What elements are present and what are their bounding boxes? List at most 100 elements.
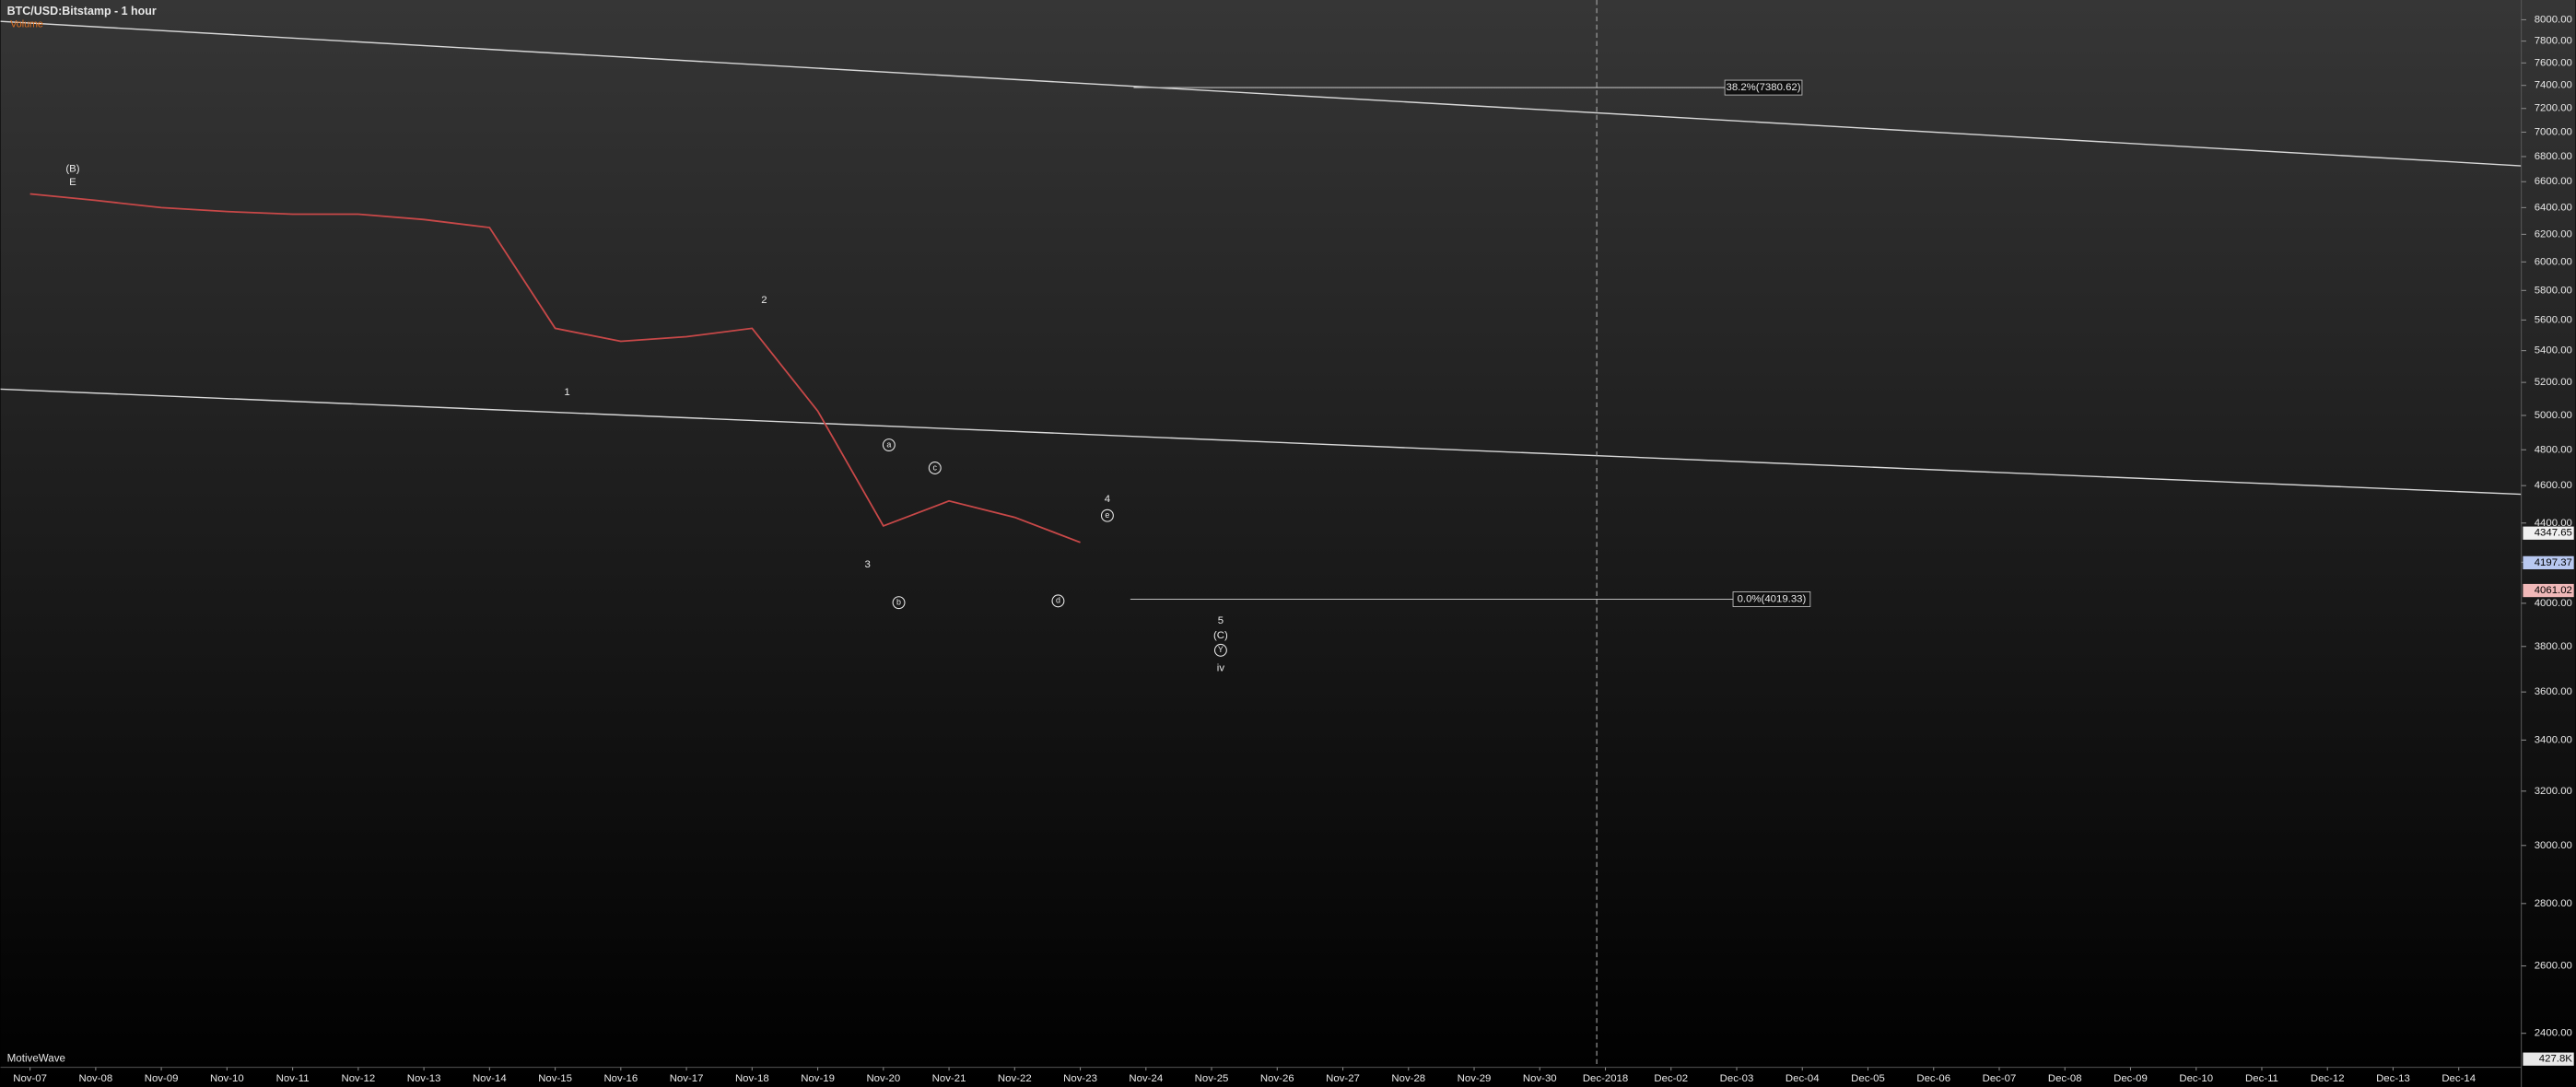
x-tick-label: Nov-24: [1129, 1073, 1163, 1084]
x-tick-label: Nov-19: [801, 1073, 835, 1084]
volume-tag-label: 427.8K: [2539, 1054, 2573, 1065]
x-tick-label: Nov-20: [866, 1073, 900, 1084]
wave-label: 5: [1218, 615, 1224, 626]
x-tick-label: Dec-10: [2179, 1073, 2213, 1084]
x-tick-label: Dec-2018: [1583, 1073, 1628, 1084]
wave-label: iv: [1217, 662, 1225, 673]
wave-label: 4: [1105, 494, 1110, 505]
y-tick-label: 6800.00: [2535, 151, 2572, 162]
x-tick-label: Nov-09: [145, 1073, 179, 1084]
wave-label-circle: [892, 596, 906, 610]
price-tag: [2523, 526, 2574, 540]
wave-label: d: [1056, 596, 1060, 605]
y-tick-label: 7400.00: [2535, 80, 2572, 91]
x-tick-label: Nov-10: [210, 1073, 244, 1084]
x-tick-label: Nov-17: [670, 1073, 704, 1084]
wave-label: e: [1105, 510, 1109, 520]
wave-label: (C): [1213, 630, 1228, 641]
x-tick-label: Nov-30: [1523, 1073, 1557, 1084]
fib-label-box: [1732, 591, 1811, 607]
y-tick-label: 5200.00: [2535, 377, 2572, 388]
fib-label: 38.2%(7380.62): [1726, 82, 1800, 93]
y-tick-label: 5400.00: [2535, 345, 2572, 356]
wave-label: b: [896, 598, 901, 607]
x-tick-label: Nov-28: [1391, 1073, 1425, 1084]
y-tick-label: 2800.00: [2535, 898, 2572, 909]
wave-label: 1: [564, 387, 569, 398]
wave-label-circle: [882, 438, 896, 452]
wave-label: a: [886, 439, 891, 449]
y-tick-label: 7800.00: [2535, 36, 2572, 47]
wave-label-circle: [1213, 643, 1227, 657]
price-line: [29, 193, 1081, 544]
wave-label: Y: [1218, 645, 1224, 654]
wave-label: (B): [65, 164, 79, 175]
y-tick-label: 6000.00: [2535, 256, 2572, 267]
y-tick-label: 3200.00: [2535, 786, 2572, 797]
price-tag: [2523, 583, 2574, 598]
y-tick-label: 4800.00: [2535, 444, 2572, 455]
y-tick-label: 5800.00: [2535, 285, 2572, 296]
x-tick-label: Nov-12: [341, 1073, 375, 1084]
y-tick-label: 3800.00: [2535, 641, 2572, 652]
y-tick-label: 3400.00: [2535, 734, 2572, 745]
y-tick-label: 3000.00: [2535, 840, 2572, 851]
fib-label-box: [1724, 79, 1803, 96]
price-tag-label: 4061.02: [2535, 585, 2572, 596]
x-tick-label: Nov-08: [79, 1073, 113, 1084]
x-tick-label: Nov-16: [603, 1073, 638, 1084]
y-tick-label: 6600.00: [2535, 176, 2572, 187]
wave-label-circle: [1051, 594, 1065, 608]
x-tick-label: Nov-13: [407, 1073, 441, 1084]
x-tick-label: Dec-07: [1983, 1073, 2017, 1084]
x-tick-label: Dec-03: [1720, 1073, 1754, 1084]
x-tick-label: Dec-12: [2311, 1073, 2345, 1084]
x-tick-label: Dec-05: [1851, 1073, 1885, 1084]
wave-label: E: [69, 177, 76, 188]
y-tick-label: 5000.00: [2535, 410, 2572, 421]
x-tick-label: Nov-23: [1063, 1073, 1097, 1084]
volume-tag: [2523, 1052, 2574, 1066]
indicator-label: Volume: [10, 19, 43, 30]
wave-label: 2: [761, 295, 767, 306]
y-tick-label: 6200.00: [2535, 228, 2572, 240]
x-tick-label: Nov-14: [473, 1073, 507, 1084]
x-tick-label: Nov-18: [735, 1073, 769, 1084]
y-tick-label: 7000.00: [2535, 126, 2572, 137]
x-tick-label: Nov-22: [998, 1073, 1032, 1084]
y-tick-label: 6400.00: [2535, 202, 2572, 213]
x-tick-label: Nov-25: [1195, 1073, 1229, 1084]
x-tick-label: Nov-29: [1458, 1073, 1492, 1084]
wave-label: 3: [865, 559, 871, 570]
y-tick-label: 4400.00: [2535, 518, 2572, 529]
price-tag: [2523, 555, 2574, 569]
y-tick-label: 5600.00: [2535, 314, 2572, 325]
chart-title: BTC/USD:Bitstamp - 1 hour: [7, 5, 157, 18]
x-tick-label: Dec-08: [2048, 1073, 2082, 1084]
x-tick-label: Nov-26: [1260, 1073, 1294, 1084]
trend-line: [0, 388, 2522, 496]
y-tick-label: 8000.00: [2535, 14, 2572, 25]
x-tick-label: Nov-21: [932, 1073, 966, 1084]
x-tick-label: Dec-04: [1786, 1073, 1820, 1084]
wave-label-circle: [1100, 508, 1114, 522]
watermark: MotiveWave: [7, 1054, 65, 1065]
y-tick-label: 3600.00: [2535, 686, 2572, 697]
fib-label: 0.0%(4019.33): [1738, 593, 1807, 604]
x-tick-label: Nov-07: [13, 1073, 47, 1084]
wave-label: c: [933, 462, 938, 472]
y-tick-label: 4600.00: [2535, 480, 2572, 491]
x-tick-label: Dec-11: [2245, 1073, 2278, 1084]
y-tick-label: 7200.00: [2535, 103, 2572, 114]
x-tick-label: Nov-15: [538, 1073, 572, 1084]
y-tick-label: 2400.00: [2535, 1028, 2572, 1039]
wave-label-circle: [928, 462, 942, 474]
x-tick-label: Nov-11: [276, 1073, 310, 1084]
y-tick-label: 4000.00: [2535, 598, 2572, 609]
x-tick-label: Dec-02: [1654, 1073, 1688, 1084]
price-tag-label: 4347.65: [2535, 528, 2572, 539]
y-tick-label: 7600.00: [2535, 57, 2572, 68]
